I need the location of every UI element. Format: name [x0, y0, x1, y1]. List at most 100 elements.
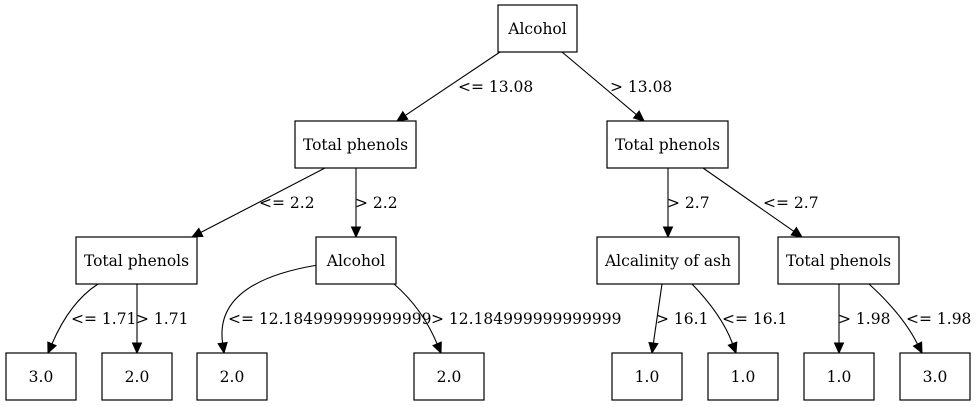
edge-n4-n9: <= 12.184999999999999	[217, 264, 431, 355]
split-node-n6: Total phenols	[777, 236, 900, 285]
node-label: 2.0	[437, 368, 462, 386]
node-label: 3.0	[923, 368, 948, 386]
leaf-node-n11: 1.0	[611, 352, 683, 401]
node-box	[803, 352, 875, 401]
edge-n3-n8: > 1.71	[131, 284, 188, 355]
node-box	[596, 236, 740, 285]
edge-label: <= 16.1	[722, 310, 787, 328]
node-box	[899, 352, 971, 401]
edge-label: > 16.1	[656, 310, 708, 328]
edge-line	[652, 283, 663, 344]
edge-n5-n12: <= 16.1	[691, 283, 787, 355]
split-node-n5: Alcalinity of ash	[596, 236, 740, 285]
node-box	[101, 352, 173, 401]
edge-n0-n2: > 13.08	[561, 51, 672, 122]
split-node-n2: Total phenols	[606, 120, 729, 169]
node-label: 3.0	[29, 368, 54, 386]
edge-line	[404, 51, 501, 116]
node-box	[5, 352, 77, 401]
edge-line	[51, 283, 99, 345]
edge-label: <= 2.2	[259, 194, 315, 212]
node-label: 2.0	[125, 368, 150, 386]
arrowhead	[912, 341, 923, 355]
split-node-n1: Total phenols	[294, 120, 417, 169]
node-box	[315, 236, 397, 285]
leaf-node-n7: 3.0	[5, 352, 77, 401]
leaf-node-n9: 2.0	[196, 352, 268, 401]
leaf-node-n12: 1.0	[707, 352, 779, 401]
edges-layer: <= 13.08 > 13.08 <= 2.2 > 2.2 > 2.7 <= 2.7 <= …	[47, 51, 971, 355]
edge-label: <= 12.184999999999999	[228, 310, 431, 328]
edge-line	[561, 51, 637, 116]
arrowhead	[217, 341, 228, 355]
edge-line	[868, 283, 918, 345]
edge-n5-n11: > 16.1	[648, 283, 708, 355]
node-label: Total phenols	[303, 136, 408, 154]
node-label: Total phenols	[615, 136, 720, 154]
node-label: Alcohol	[326, 252, 385, 270]
node-box	[75, 236, 198, 285]
node-box	[413, 352, 485, 401]
leaf-node-n14: 3.0	[899, 352, 971, 401]
edge-n2-n6: <= 2.7	[702, 167, 819, 238]
node-label: 1.0	[827, 368, 852, 386]
edge-label: > 1.98	[838, 310, 890, 328]
edge-n6-n14: <= 1.98	[868, 283, 971, 355]
edge-n1-n4: > 2.2	[350, 168, 398, 239]
nodes-layer: Alcohol Total phenols Total phenols Total p…	[5, 4, 971, 401]
arrowhead	[131, 342, 143, 355]
node-label: 2.0	[220, 368, 245, 386]
split-node-n4: Alcohol	[315, 236, 397, 285]
arrowhead	[190, 227, 204, 238]
node-box	[777, 236, 900, 285]
edge-line	[702, 167, 795, 232]
arrowhead	[833, 342, 845, 355]
edge-label: <= 1.71	[71, 310, 136, 328]
edge-n1-n3: <= 2.2	[190, 167, 326, 238]
edge-n0-n1: <= 13.08	[395, 51, 533, 122]
edge-line	[221, 264, 319, 344]
node-label: 1.0	[635, 368, 660, 386]
edge-n6-n13: > 1.98	[833, 284, 890, 355]
arrowhead	[727, 341, 738, 355]
node-label: Alcohol	[507, 20, 566, 38]
leaf-node-n13: 1.0	[803, 352, 875, 401]
edge-label: > 13.08	[610, 78, 672, 96]
node-label: Total phenols	[84, 252, 189, 270]
arrowhead	[350, 226, 362, 239]
edge-label: > 2.7	[667, 194, 710, 212]
node-label: Alcalinity of ash	[604, 252, 731, 270]
node-box	[497, 4, 578, 53]
node-box	[196, 352, 268, 401]
edge-line	[393, 283, 438, 345]
edge-label: <= 1.98	[906, 310, 971, 328]
edge-line	[691, 283, 734, 344]
node-box	[606, 120, 729, 169]
node-box	[707, 352, 779, 401]
edge-label: > 2.2	[355, 194, 398, 212]
arrowhead	[395, 110, 409, 122]
node-label: Total phenols	[786, 252, 891, 270]
split-node-n3: Total phenols	[75, 236, 198, 285]
edge-label: <= 2.7	[763, 194, 819, 212]
node-box	[611, 352, 683, 401]
arrowhead	[632, 110, 645, 122]
edge-n2-n5: > 2.7	[662, 168, 710, 239]
arrowhead	[432, 341, 442, 355]
edge-label: > 1.71	[136, 310, 188, 328]
arrowhead	[662, 226, 674, 239]
leaf-node-n8: 2.0	[101, 352, 173, 401]
edge-line	[200, 167, 326, 233]
edge-n4-n10: > 12.184999999999999	[393, 283, 622, 355]
arrowhead	[47, 341, 58, 355]
node-box	[294, 120, 417, 169]
arrowhead	[648, 341, 659, 355]
edge-label: <= 13.08	[458, 78, 533, 96]
edge-label: > 12.184999999999999	[431, 310, 622, 328]
edge-n3-n7: <= 1.71	[47, 283, 136, 355]
node-label: 1.0	[731, 368, 756, 386]
split-node-n0: Alcohol	[497, 4, 578, 53]
arrowhead	[790, 226, 803, 238]
leaf-node-n10: 2.0	[413, 352, 485, 401]
